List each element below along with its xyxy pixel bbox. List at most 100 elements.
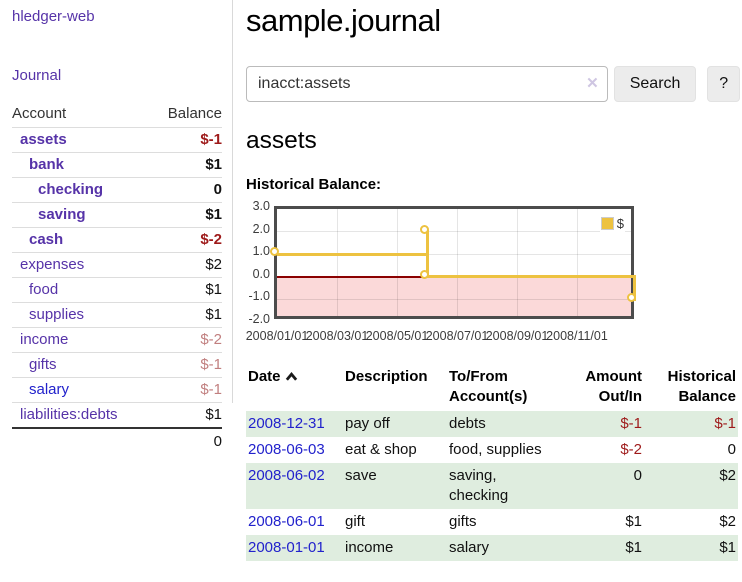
transaction-date-link[interactable]: 2008-06-01 xyxy=(248,513,325,530)
sidebar-divider xyxy=(232,0,233,403)
account-link-liabilities-debts[interactable]: liabilities:debts xyxy=(20,406,118,423)
transaction-accounts: salary xyxy=(449,539,490,556)
account-link-income[interactable]: income xyxy=(20,331,69,348)
account-link-assets[interactable]: assets xyxy=(20,131,67,148)
transaction-balance: 0 xyxy=(727,441,736,458)
data-point-marker xyxy=(420,270,429,279)
account-balance: $1 xyxy=(150,152,222,178)
app-brand-link[interactable]: hledger-web xyxy=(12,8,95,25)
account-balance: $-2 xyxy=(150,227,222,253)
transaction-date-link[interactable]: 2008-01-01 xyxy=(248,539,325,556)
transaction-amount: $1 xyxy=(625,513,642,530)
transaction-description: save xyxy=(345,467,377,484)
account-row-gifts: gifts $-1 xyxy=(12,352,222,378)
transaction-balance: $2 xyxy=(719,467,736,484)
account-link-food[interactable]: food xyxy=(29,281,59,298)
y-axis-tick: 1.0 xyxy=(252,244,270,258)
transaction-amount: $1 xyxy=(625,539,642,556)
chart-legend: $ xyxy=(599,215,625,232)
account-balance: $1 xyxy=(150,202,222,228)
sidebar: hledger-web Journal Account Balance asse… xyxy=(0,0,232,454)
accounts-column-header: To/From Account(s) xyxy=(449,368,528,405)
x-axis-tick: 2008/01/01 xyxy=(245,329,309,343)
data-point-marker xyxy=(627,293,636,302)
account-link-gifts[interactable]: gifts xyxy=(29,356,57,373)
gridline xyxy=(457,209,458,316)
y-axis-tick: -2.0 xyxy=(248,312,270,326)
transaction-description: gift xyxy=(345,513,366,530)
account-row-supplies: supplies $1 xyxy=(12,302,222,328)
account-row-liabilities-debts: liabilities:debts $1 xyxy=(12,402,222,429)
search-form: ✕ Search ? xyxy=(246,66,740,102)
search-button[interactable]: Search xyxy=(613,66,697,102)
y-axis-tick: -1.0 xyxy=(248,289,270,303)
transaction-balance: $-1 xyxy=(714,415,736,432)
transaction-description: eat & shop xyxy=(345,441,417,458)
x-axis-tick: 2008/09/01 xyxy=(485,329,549,343)
transaction-date-link[interactable]: 2008-06-03 xyxy=(248,441,325,458)
transaction-balance: $2 xyxy=(719,513,736,530)
account-balance: $1 xyxy=(150,302,222,328)
gridline xyxy=(277,231,631,232)
series-line-segment xyxy=(426,275,636,278)
series-line-segment xyxy=(633,275,636,301)
transaction-date-link[interactable]: 2008-12-31 xyxy=(248,415,325,432)
amount-column-header: Amount Out/In xyxy=(585,368,642,405)
balance-column-header: Historical Balance xyxy=(667,368,736,405)
x-axis-tick: 2008/05/01 xyxy=(365,329,429,343)
account-balance: 0 xyxy=(150,177,222,203)
search-input[interactable] xyxy=(246,66,608,102)
account-heading: assets xyxy=(246,127,317,154)
transaction-amount: 0 xyxy=(633,467,642,484)
account-link-expenses[interactable]: expenses xyxy=(20,256,85,273)
register-header-row: Date Description To/From Account(s) Amou… xyxy=(246,365,738,411)
gridline xyxy=(277,254,631,255)
account-balance: $1 xyxy=(150,277,222,303)
account-balance: $2 xyxy=(150,252,222,278)
account-link-saving[interactable]: saving xyxy=(38,206,86,223)
account-balance: $-2 xyxy=(150,327,222,353)
sidebar-item-journal[interactable]: Journal xyxy=(12,67,62,84)
transaction-amount: $-2 xyxy=(620,441,642,458)
chevron-up-icon xyxy=(285,368,298,388)
transaction-date-link[interactable]: 2008-06-02 xyxy=(248,467,325,484)
transaction-balance: $1 xyxy=(719,539,736,556)
transaction-accounts: debts xyxy=(449,415,486,432)
y-axis-tick: 3.0 xyxy=(252,199,270,213)
account-balance: $1 xyxy=(150,402,222,429)
register-row: 2008-01-01 income salary $1 $1 xyxy=(246,535,738,561)
register-row: 2008-06-02 save saving, checking 0 $2 xyxy=(246,463,738,509)
legend-series-label: $ xyxy=(616,216,624,231)
transaction-accounts: gifts xyxy=(449,513,477,530)
accounts-total-row: 0 xyxy=(12,427,222,454)
account-column-header: Account xyxy=(12,101,151,128)
series-line-segment xyxy=(426,230,429,278)
account-link-salary[interactable]: salary xyxy=(29,381,70,398)
account-row-food: food $1 xyxy=(12,277,222,303)
account-link-bank[interactable]: bank xyxy=(29,156,65,173)
account-row-saving: saving $1 xyxy=(12,202,222,228)
legend-color-swatch xyxy=(600,217,614,230)
register-row: 2008-06-03 eat & shop food, supplies $-2… xyxy=(246,437,738,463)
register-row: 2008-06-01 gift gifts $1 $2 xyxy=(246,509,738,535)
account-link-checking[interactable]: checking xyxy=(38,181,104,198)
account-row-expenses: expenses $2 xyxy=(12,252,222,278)
account-link-supplies[interactable]: supplies xyxy=(29,306,85,323)
account-row-assets: assets $-1 xyxy=(12,127,222,153)
account-link-cash[interactable]: cash xyxy=(29,231,64,248)
negative-region xyxy=(277,277,631,316)
clear-search-icon[interactable]: ✕ xyxy=(586,75,599,92)
x-axis-tick: 2008/11/01 xyxy=(546,329,608,343)
balance-column-header: Balance xyxy=(150,101,222,128)
account-balance: $-1 xyxy=(150,127,222,153)
gridline xyxy=(397,209,398,316)
date-column-header[interactable]: Date xyxy=(246,365,343,411)
gridline xyxy=(277,299,631,300)
help-button[interactable]: ? xyxy=(707,66,740,102)
historical-balance-chart: 3.0 2.0 1.0 0.0 -1.0 -2.0 xyxy=(245,199,646,348)
description-column-header: Description xyxy=(345,368,428,385)
gridline xyxy=(337,209,338,316)
data-point-marker xyxy=(420,225,429,234)
y-axis-tick: 0.0 xyxy=(252,267,270,281)
account-row-checking: checking 0 xyxy=(12,177,222,203)
